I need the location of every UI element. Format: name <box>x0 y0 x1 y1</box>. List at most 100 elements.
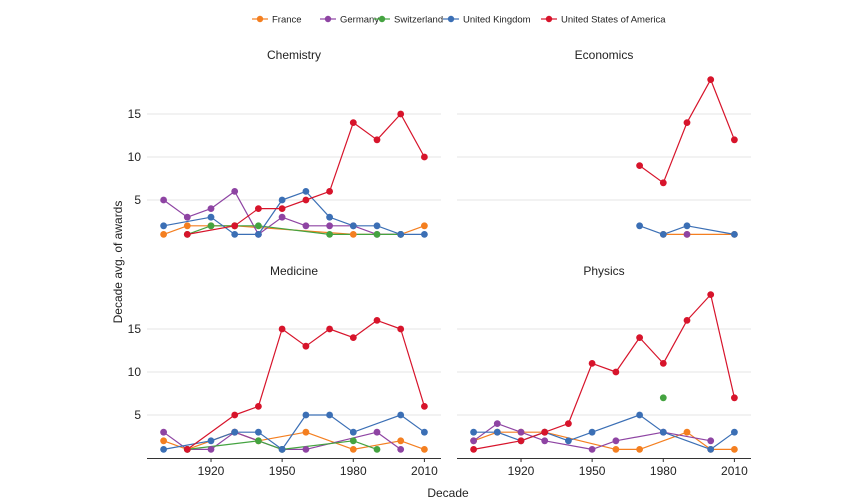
y-tick-label: 5 <box>134 193 141 207</box>
series-points <box>636 76 738 238</box>
data-point-switzerland <box>373 446 381 453</box>
data-point-united-states-of-america <box>255 403 262 410</box>
series-line-united-kingdom <box>163 190 425 235</box>
data-point-united-kingdom <box>160 222 168 230</box>
legend: France Germany Switzerland United Kingdom Un… <box>252 15 666 26</box>
data-point-united-states-of-america <box>302 342 310 350</box>
series-line-germany <box>473 423 711 450</box>
legend-key-marker <box>324 15 332 23</box>
data-point-united-kingdom <box>207 213 215 221</box>
data-point-united-kingdom <box>421 428 428 436</box>
series-line-united-kingdom <box>473 414 735 450</box>
data-point-france <box>302 428 310 436</box>
data-point-united-states-of-america <box>183 231 191 238</box>
x-tick-label: 1980 <box>650 464 677 478</box>
series-lines <box>163 113 425 235</box>
data-point-united-states-of-america <box>326 325 333 333</box>
data-point-united-states-of-america <box>397 325 405 333</box>
data-point-germany <box>183 213 191 221</box>
data-point-united-kingdom <box>707 446 715 453</box>
data-point-united-states-of-america <box>373 136 381 144</box>
legend-item-germany: Germany <box>320 15 379 26</box>
data-point-united-kingdom <box>326 213 333 221</box>
data-point-united-kingdom <box>731 428 738 436</box>
data-point-france <box>612 446 620 453</box>
panel-title: Physics <box>583 264 624 278</box>
legend-item-united-kingdom: United Kingdom <box>443 15 531 26</box>
x-tick-label: 1950 <box>579 464 606 478</box>
data-point-united-states-of-america <box>517 437 525 445</box>
data-point-germany <box>588 446 596 453</box>
data-point-germany <box>207 205 215 213</box>
panel-physics: Physics 1920 1950 1980 2010 <box>457 264 751 478</box>
data-point-united-kingdom <box>302 188 310 195</box>
data-point-united-states-of-america <box>731 136 738 144</box>
data-point-united-kingdom <box>231 231 239 238</box>
data-point-united-states-of-america <box>302 196 310 204</box>
data-point-switzerland <box>255 222 262 230</box>
gridlines <box>457 113 751 201</box>
data-point-united-states-of-america <box>659 360 667 367</box>
data-point-united-states-of-america <box>731 394 738 402</box>
data-point-united-states-of-america <box>707 76 715 83</box>
data-point-united-kingdom <box>207 437 215 445</box>
data-point-united-states-of-america <box>659 179 667 187</box>
legend-label: Switzerland <box>394 15 443 26</box>
data-point-germany <box>207 446 215 453</box>
data-point-united-states-of-america <box>326 188 333 195</box>
data-point-united-states-of-america <box>397 110 405 118</box>
y-tick-label: 10 <box>128 150 142 164</box>
series-line-france <box>163 431 425 450</box>
data-point-united-states-of-america <box>636 162 643 170</box>
legend-key-marker <box>447 15 455 23</box>
data-point-united-states-of-america <box>421 403 428 410</box>
series-line-united-states-of-america <box>186 319 425 450</box>
panel-title: Medicine <box>270 264 318 278</box>
series-line-united-kingdom <box>639 225 735 235</box>
data-point-united-states-of-america <box>683 119 691 126</box>
legend-key-marker <box>545 15 553 23</box>
data-point-united-kingdom <box>731 231 738 238</box>
data-point-united-states-of-america <box>373 317 381 324</box>
data-point-united-kingdom <box>470 428 477 436</box>
data-point-germany <box>683 231 691 238</box>
data-point-united-kingdom <box>421 231 428 238</box>
data-point-united-kingdom <box>373 222 381 230</box>
data-point-germany <box>470 437 477 445</box>
data-point-united-states-of-america <box>349 334 357 341</box>
x-tick-label: 1920 <box>198 464 225 478</box>
data-point-united-kingdom <box>397 231 405 238</box>
data-point-germany <box>493 420 501 427</box>
data-point-united-kingdom <box>588 428 596 436</box>
series-points <box>470 291 738 453</box>
data-point-united-kingdom <box>349 428 357 436</box>
data-point-united-kingdom <box>565 437 572 445</box>
data-point-france <box>731 446 738 453</box>
data-point-germany <box>231 188 239 195</box>
data-point-united-kingdom <box>278 446 286 453</box>
series-line-switzerland <box>187 225 401 235</box>
data-point-france <box>349 446 357 453</box>
data-point-united-kingdom <box>278 196 286 204</box>
data-point-united-kingdom <box>160 446 168 453</box>
data-point-united-states-of-america <box>588 360 596 367</box>
data-point-switzerland <box>349 437 357 445</box>
data-point-france <box>349 231 357 238</box>
panel-economics: Economics <box>457 48 751 238</box>
legend-item-switzerland: Switzerland <box>374 15 443 26</box>
legend-label: Germany <box>340 15 379 26</box>
series-line-united-states-of-america <box>639 79 735 184</box>
data-point-united-kingdom <box>326 411 333 419</box>
x-tick-label: 2010 <box>411 464 438 478</box>
data-point-united-states-of-america <box>636 334 643 341</box>
gridlines <box>147 113 441 201</box>
panel-chemistry: Chemistry 5 10 15 <box>128 48 441 238</box>
data-point-france <box>160 231 168 238</box>
x-tick-label: 1920 <box>508 464 535 478</box>
data-point-united-kingdom <box>636 411 643 419</box>
data-point-germany <box>517 428 525 436</box>
panels: Chemistry 5 10 15 Economics Medicine 5 10 15 1920… <box>128 48 751 478</box>
data-point-united-states-of-america <box>541 428 549 436</box>
data-point-france <box>160 437 168 445</box>
data-point-germany <box>326 222 333 230</box>
